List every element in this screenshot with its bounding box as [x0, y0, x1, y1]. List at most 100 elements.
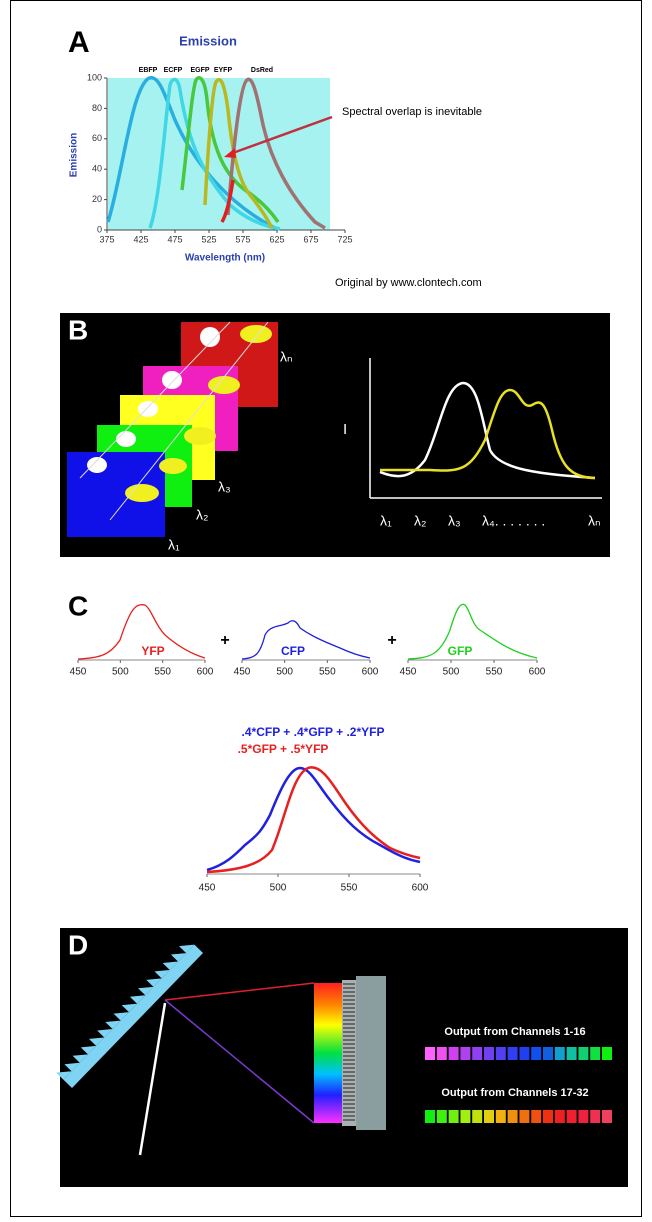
detector-channels [343, 984, 355, 1120]
x-tick-label: 500 [270, 883, 287, 894]
curve-label: DsRed [251, 67, 273, 74]
x-tick-label: 675 [303, 234, 318, 244]
curve [242, 621, 370, 659]
x-tick-label: 550 [154, 667, 171, 678]
x-tick-label: 475 [167, 234, 182, 244]
channel-swatch [472, 1110, 482, 1123]
x-tick-label: 725 [337, 234, 352, 244]
channel-swatch [531, 1047, 541, 1060]
curve-label: ECFP [164, 67, 183, 74]
channel-swatch [555, 1110, 565, 1123]
spectrum-label: GFP [448, 644, 473, 658]
x-axis-label: λ₂ [414, 513, 426, 529]
channel-swatch [437, 1047, 447, 1060]
channel-swatch [460, 1110, 470, 1123]
x-axis-title: Wavelength (nm) [185, 253, 265, 264]
channel-swatch [555, 1047, 565, 1060]
channel-swatch [578, 1110, 588, 1123]
x-tick-label: 450 [400, 667, 417, 678]
x-tick-label: 450 [234, 667, 251, 678]
x-tick-label: 600 [362, 667, 379, 678]
x-axis-label: λₙ [588, 513, 601, 529]
operator: + [220, 632, 229, 649]
x-tick-label: 550 [319, 667, 336, 678]
y-axis-title: Emission [69, 133, 80, 177]
channel-swatch [449, 1047, 459, 1060]
curve-label: EYFP [214, 67, 233, 74]
operator: + [387, 632, 396, 649]
panel-label: D [68, 929, 88, 960]
channel-swatch [519, 1047, 529, 1060]
chart-title: Emission [179, 33, 237, 48]
curve-label: EGFP [190, 67, 209, 74]
channel-swatch [567, 1047, 577, 1060]
figure: A Emission Spectral overlap is inevitabl… [0, 0, 652, 1217]
panel-label: C [68, 590, 88, 621]
channel-swatch [460, 1047, 470, 1060]
x-axis-label: λ₃ [448, 513, 461, 529]
channel-swatch [543, 1047, 553, 1060]
spectrum [314, 983, 342, 1123]
channel-swatch [602, 1047, 612, 1060]
channel-swatch [449, 1110, 459, 1123]
curve-label: EBFP [139, 67, 158, 74]
channel-swatch [602, 1110, 612, 1123]
y-tick-label: 60 [92, 133, 102, 143]
curve [408, 604, 537, 659]
x-axis-label: λ₁ [380, 513, 392, 529]
channel-swatch [472, 1047, 482, 1060]
x-tick-label: 375 [99, 234, 114, 244]
channel-swatch [531, 1110, 541, 1123]
panel-a: A Emission Spectral overlap is inevitabl… [68, 26, 482, 289]
x-tick-label: 625 [269, 234, 284, 244]
slice-label: λ₃ [218, 479, 231, 495]
x-tick-label: 575 [235, 234, 250, 244]
slice-label: λ₂ [196, 507, 208, 523]
y-axis-title: I [343, 421, 347, 438]
channel-swatch [508, 1047, 518, 1060]
channel-swatch [590, 1047, 600, 1060]
annotation: Spectral overlap is inevitable [342, 106, 482, 118]
channel-swatch [508, 1110, 518, 1123]
channel-swatch [425, 1110, 435, 1123]
spectrum-label: CFP [281, 644, 305, 658]
x-tick-label: 600 [529, 667, 546, 678]
curve [207, 767, 420, 872]
x-tick-label: 500 [443, 667, 460, 678]
x-axis-label: λ₄. . . . . . . [482, 513, 545, 529]
y-tick-label: 80 [92, 103, 102, 113]
y-tick-label: 20 [92, 194, 102, 204]
y-tick-label: 100 [87, 72, 102, 82]
x-tick-label: 500 [112, 667, 129, 678]
spectrum-label: YFP [141, 644, 164, 658]
output-label: Output from Channels 17-32 [441, 1087, 588, 1099]
channel-swatch [484, 1110, 494, 1123]
detector [356, 976, 386, 1130]
channel-swatch [590, 1110, 600, 1123]
mix-label: .4*CFP + .4*GFP + .2*YFP [242, 725, 385, 739]
channel-swatch [425, 1047, 435, 1060]
y-tick-label: 40 [92, 164, 102, 174]
channel-swatch [437, 1110, 447, 1123]
x-tick-label: 600 [412, 883, 429, 894]
channel-swatch [578, 1047, 588, 1060]
x-tick-label: 425 [133, 234, 148, 244]
x-tick-label: 550 [486, 667, 503, 678]
panel-b: B λ₁ λ₂ λ₃ λₙ I λ₁ λ₂ λ₃ λ₄. . . . . . .… [60, 313, 610, 557]
x-tick-label: 525 [201, 234, 216, 244]
panel-d: D Output from Channels 1-16 Output from … [56, 928, 628, 1187]
channel-swatch [543, 1110, 553, 1123]
y-tick-label: 0 [97, 224, 102, 234]
curve [207, 768, 420, 870]
panel-label: B [68, 314, 88, 345]
output-label: Output from Channels 1-16 [444, 1026, 585, 1038]
slice-label: λₙ [280, 349, 293, 365]
x-tick-label: 450 [70, 667, 87, 678]
channel-swatch [496, 1110, 506, 1123]
mix-label: .5*GFP + .5*YFP [238, 742, 329, 756]
channel-swatch [519, 1110, 529, 1123]
channel-swatch [484, 1047, 494, 1060]
slice-label: λ₁ [168, 537, 180, 553]
x-tick-label: 450 [199, 883, 216, 894]
x-tick-label: 600 [197, 667, 214, 678]
